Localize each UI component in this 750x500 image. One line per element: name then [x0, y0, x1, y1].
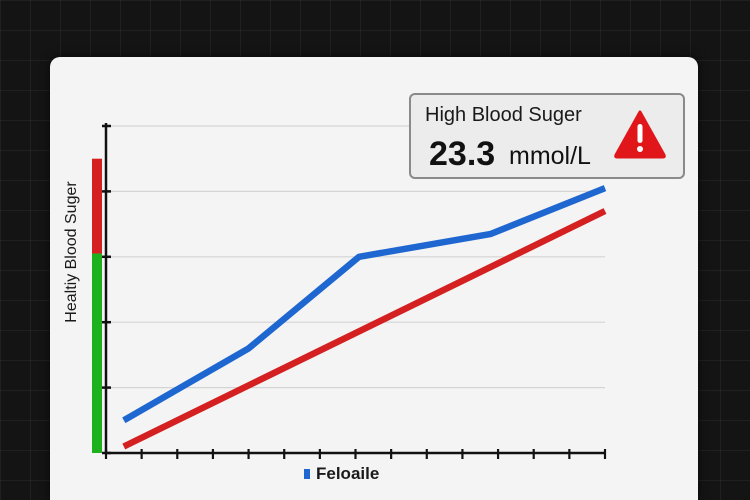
alert-title: High Blood Suger	[425, 104, 582, 126]
series-line-blue	[122, 185, 607, 424]
alert-unit: mmol/L	[509, 142, 591, 170]
chart-card: Healtiy Blood Suger Feloaile High Blood …	[50, 57, 698, 500]
range-bar-healthy	[92, 253, 102, 453]
legend: Feloaile	[304, 464, 379, 484]
alert-value: 23.3	[429, 135, 496, 173]
series-line-red	[122, 208, 607, 450]
line-chart	[92, 123, 607, 459]
legend-swatch-blue	[304, 469, 310, 479]
high-blood-sugar-alert: High Blood Suger 23.3 mmol/L	[409, 93, 685, 179]
legend-label: Feloaile	[316, 464, 380, 483]
warning-triangle-icon	[614, 110, 666, 159]
range-bar-high	[92, 158, 102, 254]
